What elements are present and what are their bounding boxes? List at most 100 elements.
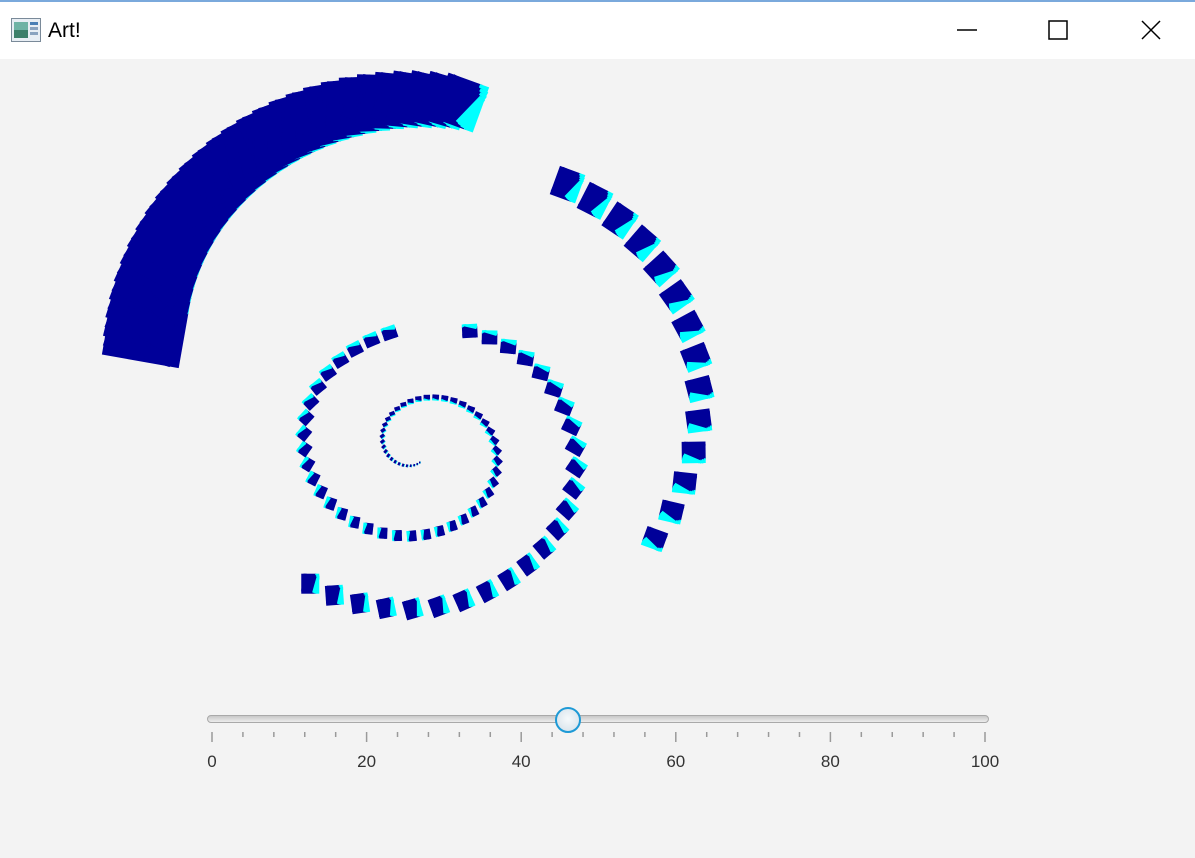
art-shape-inner-76 (562, 476, 586, 500)
art-shape-inner-9 (386, 453, 392, 459)
art-shape-inner-6 (397, 461, 402, 466)
art-shape-inner-82 (475, 578, 500, 604)
art-shape-inner-74 (564, 435, 588, 458)
art-shape-inner-30 (484, 426, 496, 437)
art-shape-inner-72 (554, 396, 575, 417)
minimize-icon (957, 20, 977, 45)
art-shape-inner-32 (490, 445, 503, 457)
art-shape-inner-19 (400, 401, 408, 409)
art-shape-inner-29 (479, 418, 490, 429)
art-shape-right-11 (671, 471, 698, 495)
art-shape-inner-55 (297, 408, 315, 427)
art-shape-inner-41 (433, 524, 446, 538)
art-shape-inner-77 (555, 497, 580, 521)
art-shape-inner-18 (393, 405, 401, 413)
art-shape-inner-44 (391, 529, 403, 542)
art-shape-inner-57 (308, 377, 328, 396)
maximize-button[interactable] (1035, 4, 1081, 60)
tick-label: 60 (666, 752, 686, 771)
tick-label: 40 (511, 752, 531, 771)
art-shape-inner-81 (497, 566, 521, 592)
art-slider[interactable]: 0 20 40 60 80 100 (205, 700, 999, 780)
art-shape-inner-7 (393, 459, 398, 465)
art-shape-right-9 (685, 408, 713, 434)
art-shape-right-1 (576, 181, 614, 220)
art-shape-inner-4 (405, 464, 409, 468)
art-shape-inner-59 (331, 351, 350, 370)
art-shape-inner-0 (419, 461, 421, 464)
art-shape-right-13 (640, 525, 669, 553)
art-shape-inner-45 (376, 527, 388, 539)
art-shape-inner-3 (409, 464, 413, 468)
art-shape-inner-10 (383, 448, 389, 455)
slider-ticks (211, 732, 986, 742)
close-icon (1141, 19, 1161, 45)
art-shape-inner-26 (458, 400, 467, 409)
art-shape-right-10 (681, 441, 706, 464)
art-shape-inner-58 (318, 363, 338, 382)
art-shape-inner-70 (531, 363, 551, 382)
art-shape-inner-56 (301, 392, 320, 411)
spiral-artwork (101, 70, 715, 621)
art-shape-inner-61 (362, 331, 381, 349)
art-shape-outer-27 (432, 72, 490, 133)
minimize-button[interactable] (944, 4, 990, 60)
art-shape-inner-42 (420, 528, 432, 541)
art-shape-inner-62 (380, 324, 399, 342)
art-shape-inner-16 (384, 416, 392, 423)
art-shape-inner-39 (457, 513, 470, 526)
art-shape-inner-21 (415, 396, 422, 403)
art-canvas-area (0, 59, 1195, 679)
art-shape-inner-78 (545, 517, 570, 542)
art-shape-inner-80 (516, 552, 541, 577)
art-shape-inner-38 (467, 505, 480, 518)
art-shape-right-3 (623, 224, 662, 263)
art-shape-inner-69 (516, 349, 535, 367)
art-shape-inner-25 (449, 397, 458, 405)
art-shape-inner-28 (473, 411, 484, 421)
art-shape-inner-83 (452, 588, 476, 613)
art-shape-inner-67 (481, 329, 498, 345)
art-shape-inner-73 (560, 415, 583, 437)
art-shape-inner-34 (490, 465, 502, 478)
slider-track[interactable] (207, 715, 989, 723)
art-shape-inner-17 (388, 410, 396, 418)
art-shape-inner-66 (461, 323, 478, 339)
art-shape-inner-22 (423, 394, 431, 401)
art-shape-inner-51 (305, 470, 321, 487)
art-shape-inner-40 (446, 519, 458, 533)
art-shape-inner-52 (299, 455, 316, 473)
art-shape-inner-33 (491, 455, 503, 468)
maximize-icon (1048, 19, 1068, 45)
art-shape-inner-46 (362, 522, 374, 535)
art-shape-inner-36 (482, 486, 495, 500)
art-shape-inner-27 (466, 405, 476, 415)
close-button[interactable] (1128, 4, 1174, 60)
art-shape-right-4 (642, 250, 680, 288)
art-shape-right-7 (679, 341, 713, 373)
art-shape-inner-8 (389, 456, 395, 462)
art-shape-inner-24 (440, 395, 449, 403)
java-app-icon (11, 18, 41, 42)
window-title: Art! (48, 19, 81, 42)
art-shape-inner-85 (401, 597, 424, 621)
art-shape-inner-49 (323, 496, 338, 511)
art-shape-inner-5 (401, 463, 406, 468)
art-shape-right-0 (549, 165, 586, 204)
art-shape-right-12 (658, 499, 685, 525)
title-bar[interactable]: Art! (0, 2, 1195, 59)
art-shape-inner-48 (335, 506, 349, 521)
art-shape-right-8 (684, 375, 715, 404)
art-shape-inner-14 (380, 427, 387, 434)
tick-label: 20 (357, 752, 377, 771)
art-shape-inner-89 (301, 573, 320, 594)
art-shape-inner-68 (499, 338, 517, 355)
art-shape-inner-54 (295, 424, 313, 442)
art-shape-inner-88 (324, 584, 345, 606)
art-shape-inner-23 (432, 394, 440, 401)
art-shape-inner-50 (313, 484, 328, 500)
art-shape-inner-13 (379, 433, 386, 440)
slider-thumb[interactable] (554, 707, 581, 733)
tick-label: 80 (820, 752, 840, 771)
